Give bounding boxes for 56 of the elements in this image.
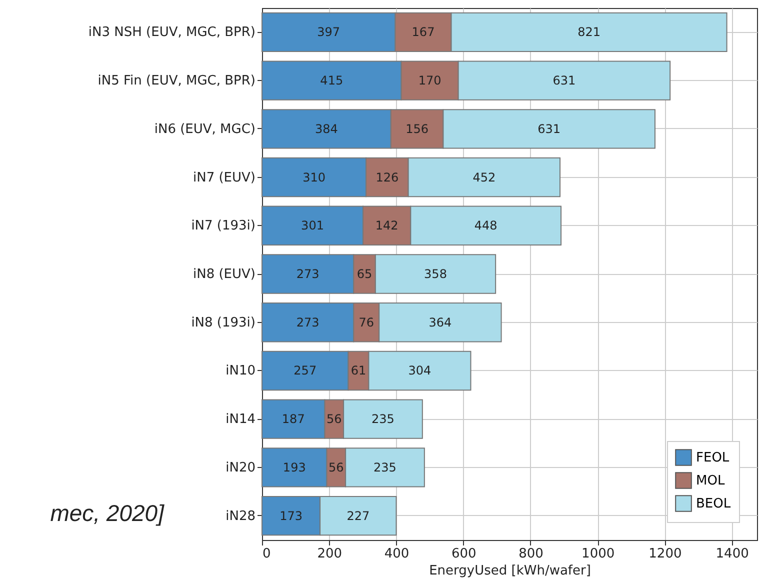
- data-label: 142: [375, 218, 398, 233]
- y-tick-label: iN7 (193i): [191, 218, 256, 234]
- data-label: 173: [280, 508, 302, 523]
- data-label: 257: [294, 364, 317, 378]
- y-tick-label: iN20: [226, 460, 256, 476]
- data-label: 631: [538, 122, 561, 136]
- x-axis-title: EnergyUsed [kWh/wafer]: [429, 564, 591, 578]
- data-label: 76: [358, 315, 374, 330]
- data-label: 273: [296, 315, 320, 330]
- y-tick-label: iN8 (193i): [191, 315, 256, 330]
- y-tick-label: iN7 (EUV): [192, 170, 256, 186]
- x-tick-label: 800: [518, 546, 544, 562]
- y-tick-label: iN14: [226, 412, 256, 428]
- x-tick-label: 1400: [716, 546, 749, 562]
- x-tick-label: 0: [262, 546, 271, 562]
- x-tick-label: 1000: [582, 546, 615, 562]
- data-label: 273: [296, 267, 320, 281]
- data-label: 235: [374, 460, 396, 474]
- data-label: 304: [408, 364, 432, 378]
- y-tick-label: iN8 (EUV): [192, 267, 256, 282]
- y-tick-label: iN28: [226, 508, 256, 524]
- data-label: 56: [328, 460, 344, 474]
- data-label: 364: [428, 315, 452, 330]
- data-label: 448: [474, 218, 498, 233]
- data-label: 187: [282, 412, 305, 426]
- legend-label: MOL: [696, 474, 726, 488]
- x-tick-label: 400: [384, 546, 410, 562]
- y-tick-label: iN3 NSH (EUV, MGC, BPR): [88, 25, 256, 40]
- data-label: 193: [282, 460, 306, 474]
- data-label: 384: [314, 122, 338, 136]
- data-label: 167: [412, 25, 435, 40]
- data-label: 397: [317, 25, 340, 40]
- legend-label: BEOL: [696, 496, 732, 512]
- x-tick-label: 200: [317, 546, 342, 562]
- data-label: 821: [578, 25, 600, 40]
- data-label: 415: [320, 74, 344, 88]
- y-tick-label: iN6 (EUV, MGC): [154, 122, 256, 137]
- legend-label: FEOL: [696, 450, 730, 466]
- text: mec, 2020]: [49, 500, 164, 527]
- data-label: 631: [552, 74, 576, 88]
- x-tick-label: 600: [451, 546, 476, 562]
- data-label: 452: [472, 170, 496, 184]
- y-tick-label: iN10: [226, 364, 256, 379]
- data-label: 235: [372, 412, 394, 426]
- data-label: 227: [346, 508, 370, 523]
- data-label: 170: [418, 74, 442, 88]
- data-label: 310: [302, 170, 326, 184]
- data-label: 65: [356, 267, 372, 281]
- data-label: 301: [301, 218, 324, 233]
- y-tick-label: iN5 Fin (EUV, MGC, BPR): [98, 74, 256, 89]
- x-tick-label: 1200: [648, 546, 682, 562]
- data-label: 61: [350, 364, 366, 378]
- data-label: 358: [424, 267, 447, 281]
- data-label: 156: [406, 122, 428, 136]
- data-label: 126: [376, 170, 399, 184]
- data-label: 56: [326, 412, 342, 426]
